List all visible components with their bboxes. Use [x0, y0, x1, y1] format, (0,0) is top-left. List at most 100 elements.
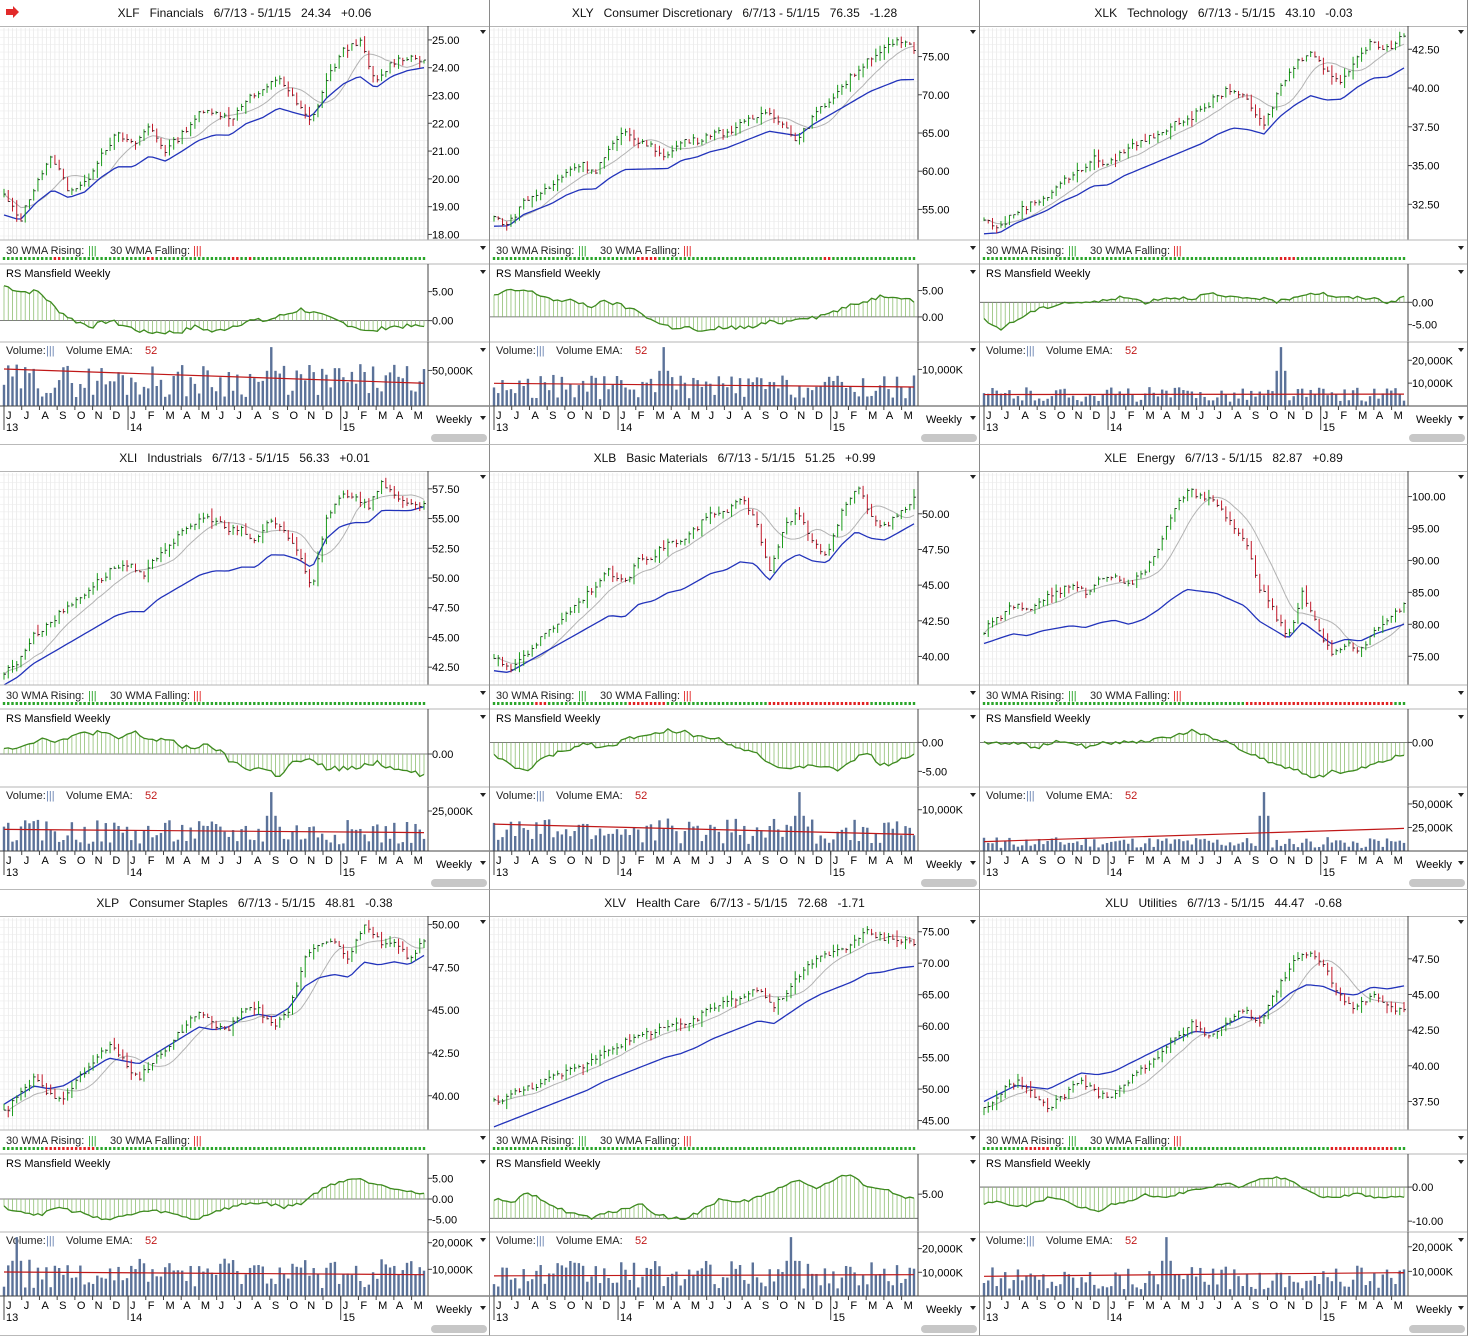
period-label[interactable]: Weekly [926, 414, 962, 426]
period-menu-icon[interactable] [970, 1306, 976, 1310]
price-pane-menu-icon[interactable] [970, 475, 976, 479]
volume-bar [1127, 1268, 1130, 1296]
rs-menu-icon[interactable] [970, 270, 976, 274]
rs-menu-icon[interactable] [1458, 270, 1464, 274]
volume-bar [1160, 1260, 1164, 1296]
volume-menu-icon[interactable] [480, 1238, 486, 1242]
volume-menu-icon[interactable] [1458, 793, 1464, 797]
period-label[interactable]: Weekly [1416, 859, 1452, 871]
price-pane-menu-icon[interactable] [1458, 30, 1464, 34]
red-right-arrow-icon[interactable] [6, 6, 19, 18]
volume-bar [155, 386, 158, 406]
volume-bar [155, 835, 158, 851]
rs-menu-icon[interactable] [480, 1160, 486, 1164]
volume-bar [1097, 400, 1100, 406]
horizontal-scrollbar-thumb[interactable] [431, 1325, 487, 1333]
period-label[interactable]: Weekly [926, 1304, 962, 1316]
volume-bar [1275, 839, 1278, 851]
price-pane-menu-icon[interactable] [480, 475, 486, 479]
wma-status-dot [577, 702, 581, 705]
volume-bar [1156, 396, 1160, 406]
price-pane-menu-icon[interactable] [970, 30, 976, 34]
wma-menu-icon[interactable] [1458, 691, 1464, 695]
volume-menu-icon[interactable] [480, 348, 486, 352]
wma-status-dot [539, 257, 542, 260]
wma-status-dot [982, 1147, 986, 1150]
period-menu-icon[interactable] [480, 416, 486, 420]
period-label[interactable]: Weekly [436, 859, 472, 871]
horizontal-scrollbar-thumb[interactable] [921, 1325, 977, 1333]
year-tick-label: 13 [986, 867, 998, 879]
rs-menu-icon[interactable] [1458, 715, 1464, 719]
wma-menu-icon[interactable] [970, 1136, 976, 1140]
wma-menu-icon[interactable] [1458, 246, 1464, 250]
price-tick-label: 50.00 [432, 920, 460, 932]
volume-menu-icon[interactable] [1458, 348, 1464, 352]
price-tick-label: 45.00 [922, 580, 950, 592]
period-menu-icon[interactable] [1458, 1306, 1464, 1310]
volume-bar [815, 386, 818, 406]
period-label[interactable]: Weekly [1416, 1304, 1452, 1316]
price-pane-menu-icon[interactable] [1458, 920, 1464, 924]
volume-bar [518, 821, 521, 851]
wma-status-dot [87, 257, 91, 260]
rs-menu-icon[interactable] [1458, 1160, 1464, 1164]
price-pane-menu-icon[interactable] [480, 920, 486, 924]
volume-bar [615, 1282, 619, 1296]
price-pane-menu-icon[interactable] [1458, 475, 1464, 479]
horizontal-scrollbar-thumb[interactable] [1409, 434, 1465, 442]
wma-menu-icon[interactable] [970, 246, 976, 250]
horizontal-scrollbar-thumb[interactable] [1409, 1325, 1465, 1333]
volume-menu-icon[interactable] [970, 793, 976, 797]
horizontal-scrollbar-thumb[interactable] [1409, 879, 1465, 887]
volume-bar [1224, 1266, 1228, 1296]
volume-menu-icon[interactable] [1458, 1238, 1464, 1242]
volume-bar [844, 387, 848, 406]
wma-status-dot [189, 702, 192, 705]
wma-status-dot [414, 702, 417, 705]
rs-menu-icon[interactable] [970, 1160, 976, 1164]
wma-menu-icon[interactable] [970, 691, 976, 695]
month-tick-label: A [886, 855, 894, 867]
period-label[interactable]: Weekly [926, 859, 962, 871]
volume-label: Volume: [496, 790, 536, 802]
horizontal-scrollbar-thumb[interactable] [921, 879, 977, 887]
horizontal-scrollbar-thumb[interactable] [431, 879, 487, 887]
wma-menu-icon[interactable] [480, 246, 486, 250]
price-pane-menu-icon[interactable] [970, 920, 976, 924]
rs-menu-icon[interactable] [970, 715, 976, 719]
chart-panel-xlf: XLF Financials 6/7/13 - 5/1/15 24.34 +0.06 25… [0, 0, 490, 445]
volume-ema-period: 52 [1125, 790, 1137, 802]
wma-menu-icon[interactable] [480, 1136, 486, 1140]
period-menu-icon[interactable] [480, 1306, 486, 1310]
period-label[interactable]: Weekly [436, 1304, 472, 1316]
volume-bar [832, 380, 835, 406]
wma-status-dot [91, 1147, 95, 1150]
wma-status-dot [1351, 257, 1355, 260]
period-menu-icon[interactable] [1458, 416, 1464, 420]
volume-label: Volume: [6, 345, 46, 357]
horizontal-scrollbar-thumb[interactable] [921, 434, 977, 442]
rs-menu-icon[interactable] [480, 270, 486, 274]
price-pane-menu-icon[interactable] [480, 30, 486, 34]
wma-status-dot [662, 257, 665, 260]
wma-status-dot [350, 702, 354, 705]
period-menu-icon[interactable] [480, 861, 486, 865]
rs-menu-icon[interactable] [480, 715, 486, 719]
wma-status-dot [96, 257, 99, 260]
volume-menu-icon[interactable] [970, 1238, 976, 1242]
period-menu-icon[interactable] [1458, 861, 1464, 865]
volume-menu-icon[interactable] [970, 348, 976, 352]
wma-status-dot [539, 1147, 542, 1150]
horizontal-scrollbar-thumb[interactable] [431, 434, 487, 442]
wma-menu-icon[interactable] [1458, 1136, 1464, 1140]
period-menu-icon[interactable] [970, 416, 976, 420]
volume-bar [248, 839, 252, 851]
wma-status-dot [227, 257, 231, 260]
volume-menu-icon[interactable] [480, 793, 486, 797]
period-label[interactable]: Weekly [436, 414, 472, 426]
period-label[interactable]: Weekly [1416, 414, 1452, 426]
volume-bar [1398, 840, 1401, 851]
wma-menu-icon[interactable] [480, 691, 486, 695]
period-menu-icon[interactable] [970, 861, 976, 865]
